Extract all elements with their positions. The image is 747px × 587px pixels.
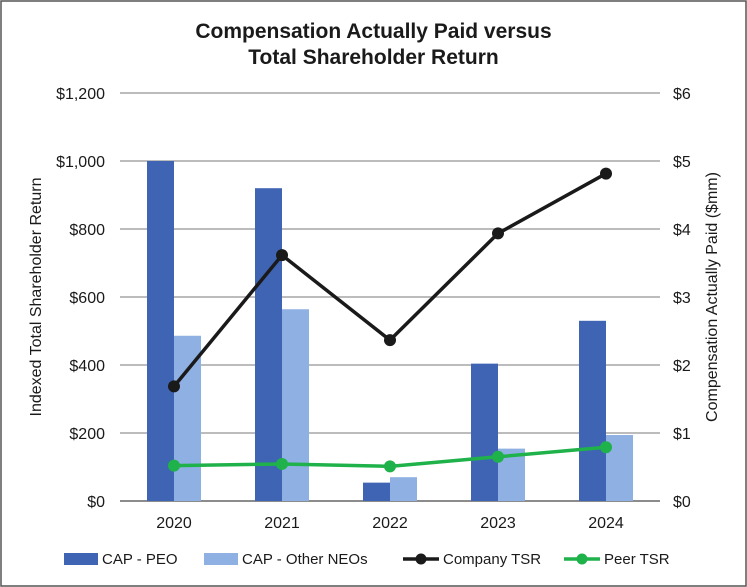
left-tick-label-4: $800 (69, 222, 105, 239)
right-tick-label-0: $0 (673, 494, 691, 511)
line-series (168, 167, 612, 473)
x-tick-label-2021: 2021 (264, 515, 300, 532)
left-tick-label-2: $400 (69, 358, 105, 375)
x-tick-label-2020: 2020 (156, 515, 192, 532)
right-tick-label-6: $6 (673, 86, 691, 103)
left-tick-label-3: $600 (69, 290, 105, 307)
bar-cap-peo-2024 (579, 320, 606, 501)
grid-lines (120, 92, 660, 502)
point-peer-tsr-2024 (600, 441, 612, 454)
right-tick-label-5: $5 (673, 154, 691, 171)
chart-title-line-2: Total Shareholder Return (248, 46, 498, 69)
left-tick-label-6: $1,200 (56, 86, 105, 103)
x-tick-label-2024: 2024 (588, 515, 624, 532)
axis-ticks: $0 $200 $400 $600 $800 $1,000 $1,200 $0 $1 $2 $3 $4… (56, 86, 691, 532)
legend: CAP - PEO CAP - Other NEOs Company TSR Peer… (64, 551, 670, 568)
legend-label-peer-tsr: Peer TSR (604, 551, 670, 568)
left-tick-label-5: $1,000 (56, 154, 105, 171)
legend-marker-company-tsr (415, 553, 427, 565)
bar-cap-other-neos-2021 (282, 309, 309, 501)
point-company-tsr-2020 (168, 380, 180, 393)
bar-series (147, 161, 633, 501)
point-company-tsr-2022 (384, 334, 396, 347)
right-axis-label: Compensation Actually Paid ($mm) (704, 172, 721, 422)
right-tick-label-4: $4 (673, 222, 691, 239)
legend-label-company-tsr: Company TSR (443, 551, 541, 568)
legend-swatch-cap-other-neos (204, 553, 238, 565)
bar-cap-other-neos-2022 (390, 477, 417, 501)
point-company-tsr-2023 (492, 227, 504, 240)
point-company-tsr-2021 (276, 249, 288, 262)
chart-title-line-1: Compensation Actually Paid versus (195, 20, 551, 43)
point-peer-tsr-2022 (384, 460, 396, 473)
right-tick-label-2: $2 (673, 358, 691, 375)
bar-cap-peo-2023 (471, 363, 498, 501)
left-tick-label-1: $200 (69, 426, 105, 443)
right-tick-label-3: $3 (673, 290, 691, 307)
bar-cap-peo-2020 (147, 161, 174, 501)
legend-swatch-cap-peo (64, 553, 98, 565)
left-axis-label: Indexed Total Shareholder Return (28, 178, 45, 417)
x-tick-label-2022: 2022 (372, 515, 408, 532)
left-tick-label-0: $0 (87, 494, 105, 511)
x-tick-label-2023: 2023 (480, 515, 516, 532)
point-peer-tsr-2023 (492, 450, 504, 463)
legend-label-cap-peo: CAP - PEO (102, 551, 178, 568)
legend-marker-peer-tsr (576, 553, 588, 565)
bar-cap-other-neos-2020 (174, 335, 201, 501)
point-company-tsr-2024 (600, 167, 612, 180)
bar-cap-peo-2021 (255, 188, 282, 501)
right-tick-label-1: $1 (673, 426, 691, 443)
bar-cap-peo-2022 (363, 482, 390, 501)
legend-label-cap-other-neos: CAP - Other NEOs (242, 551, 368, 568)
point-peer-tsr-2021 (276, 457, 288, 470)
point-peer-tsr-2020 (168, 459, 180, 472)
